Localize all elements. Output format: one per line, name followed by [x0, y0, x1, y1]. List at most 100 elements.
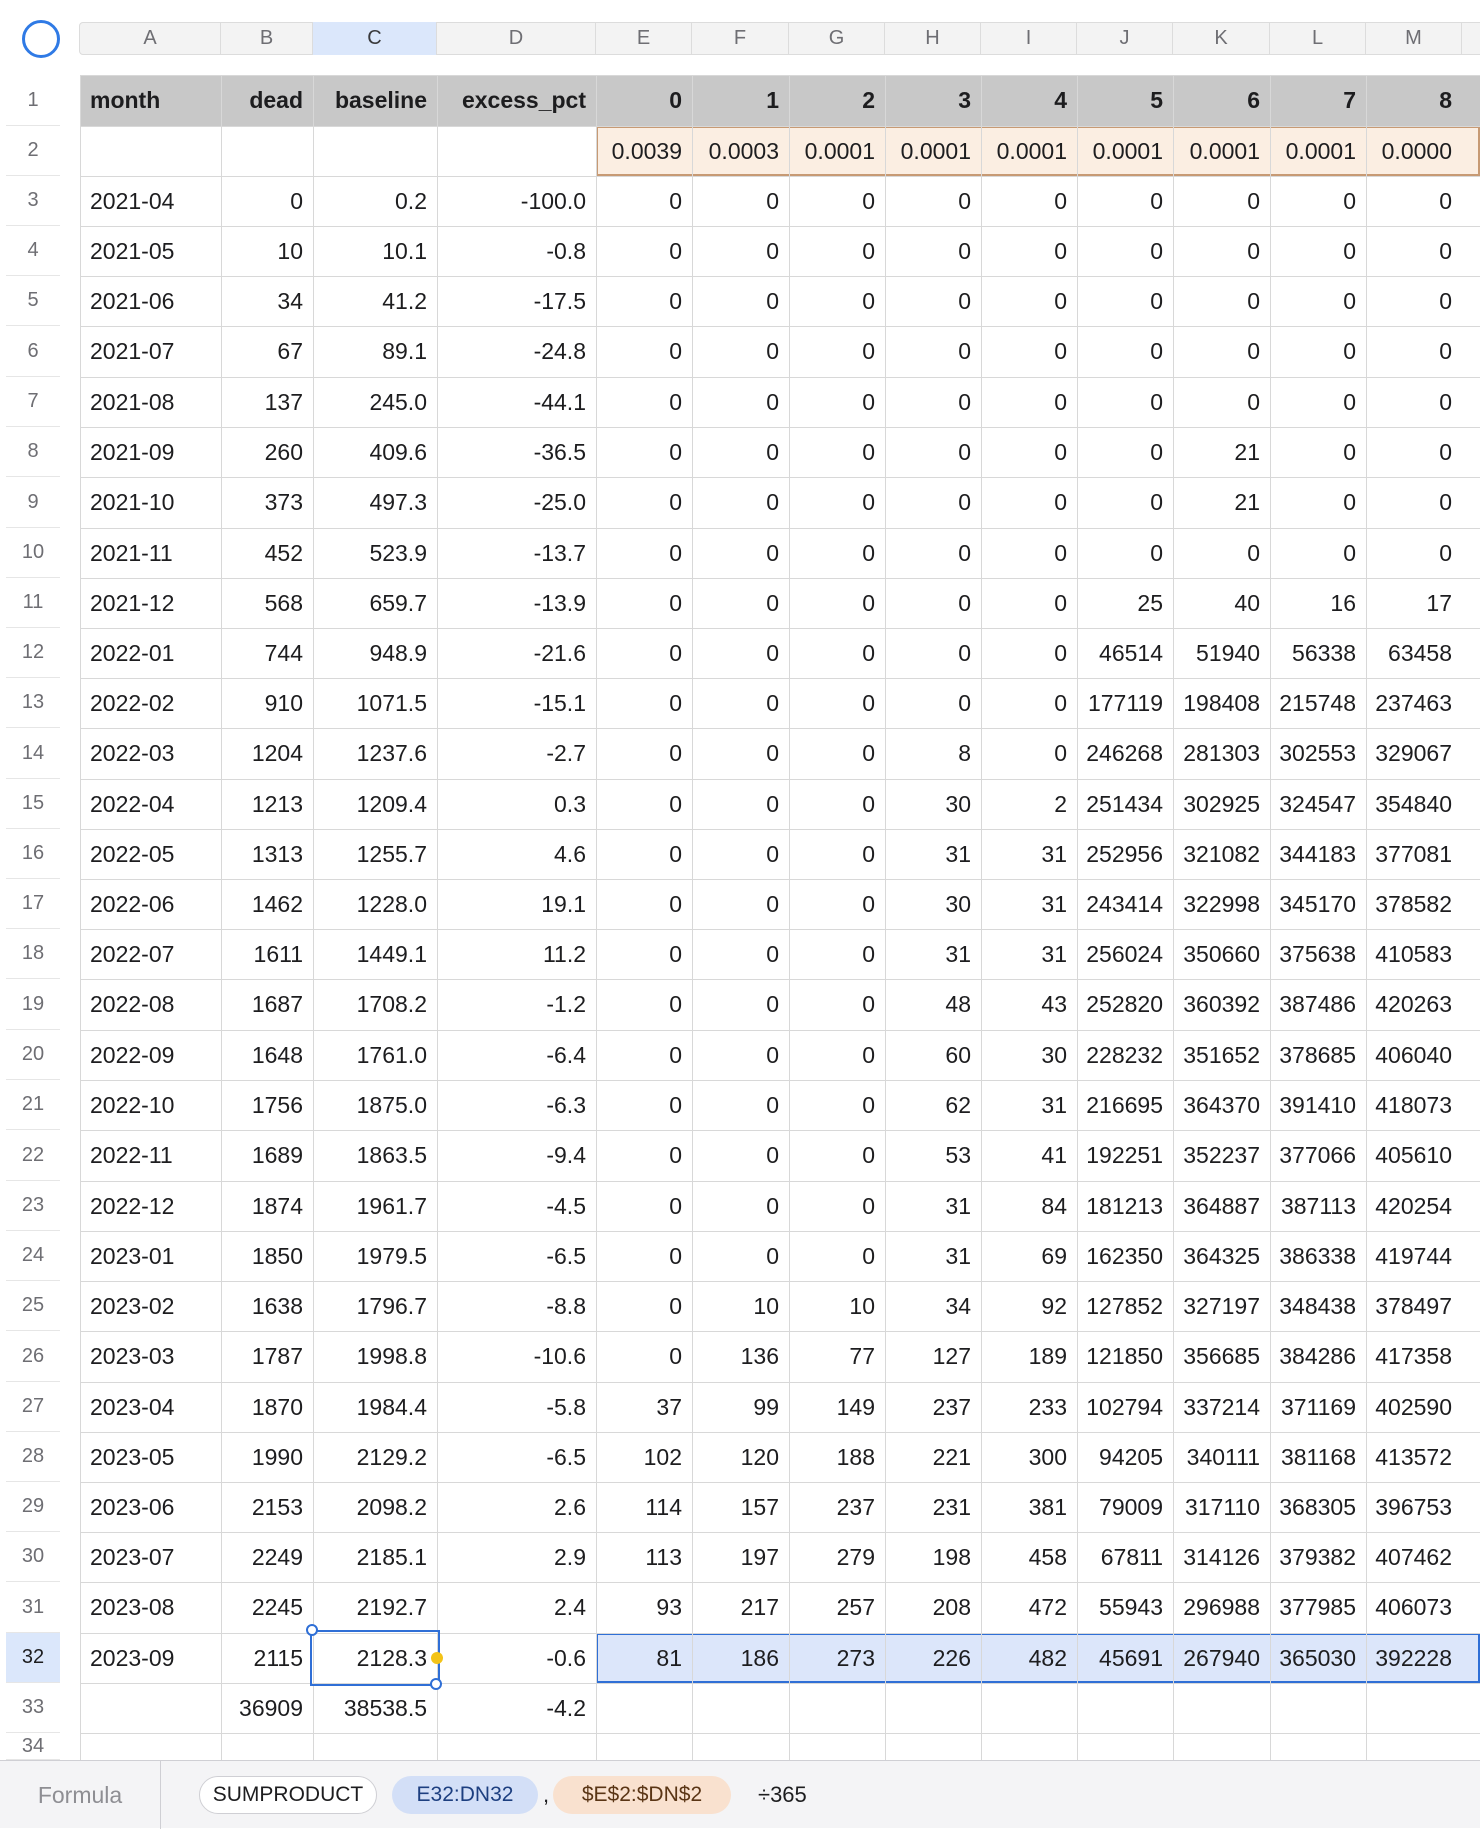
data-cell[interactable]: 31	[1041, 940, 1067, 967]
data-cell[interactable]: 350660	[1183, 940, 1260, 967]
data-cell[interactable]: -1.2	[546, 991, 586, 1017]
data-cell[interactable]: 406040	[1375, 1041, 1452, 1068]
data-cell[interactable]: 55943	[1099, 1594, 1163, 1620]
data-cell[interactable]: 2023-06	[90, 1493, 175, 1520]
data-cell[interactable]: 322998	[1183, 890, 1260, 917]
data-cell[interactable]: 0	[669, 991, 682, 1017]
data-cell[interactable]: 378685	[1279, 1041, 1356, 1068]
data-cell[interactable]: 0	[862, 639, 875, 666]
data-cell[interactable]: 157	[740, 1493, 779, 1520]
row-header-1[interactable]: 1	[6, 75, 60, 126]
data-cell[interactable]: 0	[1054, 338, 1067, 364]
data-cell[interactable]: 0	[1150, 237, 1163, 264]
data-cell[interactable]: 0	[862, 890, 875, 917]
data-cell[interactable]: 0	[1439, 489, 1452, 515]
data-cell[interactable]: 1875.0	[356, 1091, 427, 1118]
data-cell[interactable]: 0	[1343, 539, 1356, 566]
data-cell[interactable]: 0	[766, 940, 779, 967]
data-cell[interactable]: 405610	[1375, 1142, 1452, 1168]
weight-cell[interactable]: 0.0001	[900, 137, 971, 164]
data-cell[interactable]: 1761.0	[356, 1041, 427, 1068]
data-cell[interactable]: 0	[1247, 287, 1260, 314]
data-cell[interactable]: 381168	[1280, 1443, 1356, 1470]
data-cell[interactable]: 2023-09	[90, 1644, 175, 1671]
data-cell[interactable]: 0	[862, 940, 875, 967]
data-cell[interactable]: 0	[669, 890, 682, 917]
data-cell[interactable]: 181213	[1086, 1192, 1163, 1219]
data-cell[interactable]: 30	[945, 890, 971, 917]
weight-cell[interactable]: 0.0001	[1285, 137, 1356, 164]
header-cell[interactable]: 3	[958, 87, 971, 113]
data-cell[interactable]: 0	[669, 1242, 682, 1269]
header-cell[interactable]: 8	[1439, 87, 1452, 113]
header-cell[interactable]: baseline	[334, 87, 427, 113]
data-cell[interactable]: 1449.1	[356, 940, 427, 967]
data-cell[interactable]: 120	[740, 1443, 779, 1470]
data-cell[interactable]: 2192.7	[356, 1594, 427, 1620]
data-cell[interactable]: 1979.5	[356, 1242, 427, 1269]
data-cell[interactable]: 368305	[1279, 1493, 1356, 1520]
data-cell[interactable]: 420263	[1375, 991, 1452, 1017]
data-cell[interactable]: 356685	[1183, 1343, 1260, 1369]
data-cell[interactable]: 360392	[1183, 991, 1260, 1017]
data-cell[interactable]: -0.8	[546, 237, 586, 264]
data-cell[interactable]: 10	[849, 1292, 875, 1319]
data-cell[interactable]: -6.5	[546, 1242, 586, 1269]
data-cell[interactable]: 2022-10	[90, 1091, 175, 1118]
data-cell[interactable]: 327197	[1183, 1292, 1260, 1319]
data-cell[interactable]: 228232	[1086, 1041, 1163, 1068]
data-cell[interactable]: 30	[1041, 1041, 1067, 1068]
data-cell[interactable]: 43	[1041, 991, 1067, 1017]
data-cell[interactable]: 386338	[1279, 1242, 1356, 1269]
data-cell[interactable]: 472	[1028, 1594, 1067, 1620]
data-cell[interactable]: 0	[1150, 388, 1163, 415]
data-cell[interactable]: 51940	[1196, 639, 1260, 666]
data-cell[interactable]: 16	[1330, 589, 1356, 616]
row-header-3[interactable]: 3	[6, 176, 60, 226]
data-cell[interactable]: 0	[1343, 187, 1356, 214]
data-cell[interactable]: 17	[1426, 589, 1452, 616]
data-cell[interactable]: 373	[264, 489, 303, 515]
total-cell[interactable]: 38538.5	[343, 1694, 427, 1721]
data-cell[interactable]: -6.5	[546, 1443, 586, 1470]
data-cell[interactable]: 67	[277, 338, 303, 364]
data-cell[interactable]: 329067	[1375, 740, 1452, 766]
data-cell[interactable]: 2185.1	[356, 1543, 427, 1570]
data-cell[interactable]: 0	[1054, 438, 1067, 465]
data-cell[interactable]: 0	[862, 438, 875, 465]
data-cell[interactable]: 314126	[1183, 1543, 1260, 1570]
data-cell[interactable]: 31	[945, 940, 971, 967]
data-cell[interactable]: 2022-12	[90, 1192, 175, 1219]
function-token[interactable]: SUMPRODUCT	[199, 1776, 377, 1814]
data-cell[interactable]: 1689	[251, 1142, 303, 1168]
data-cell[interactable]: 0	[1439, 438, 1452, 465]
data-cell[interactable]: -17.5	[533, 287, 586, 314]
data-cell[interactable]: 2022-09	[90, 1041, 175, 1068]
data-cell[interactable]: 192251	[1086, 1142, 1163, 1168]
data-cell[interactable]: 0	[1054, 589, 1067, 616]
data-cell[interactable]: 0	[958, 438, 971, 465]
data-cell[interactable]: 1687	[251, 991, 303, 1017]
data-cell[interactable]: -100.0	[520, 187, 586, 214]
data-cell[interactable]: 34	[277, 287, 303, 314]
data-cell[interactable]: 1850	[251, 1242, 303, 1269]
data-cell[interactable]: 31	[945, 1242, 971, 1269]
column-header-a[interactable]: A	[80, 22, 221, 55]
weight-cell[interactable]	[313, 126, 437, 176]
data-cell[interactable]: 364887	[1183, 1192, 1260, 1219]
row-header-10[interactable]: 10	[6, 528, 60, 578]
data-cell[interactable]: 2098.2	[356, 1493, 427, 1520]
data-cell[interactable]: 0	[862, 840, 875, 867]
data-cell[interactable]: 94205	[1099, 1443, 1163, 1470]
data-cell[interactable]: 0	[766, 639, 779, 666]
column-header-i[interactable]: I	[981, 22, 1077, 55]
column-header-m[interactable]: M	[1366, 22, 1462, 55]
data-cell[interactable]: 0	[1054, 237, 1067, 264]
data-cell[interactable]: 0	[1054, 689, 1067, 716]
row-header-24[interactable]: 24	[6, 1231, 60, 1281]
data-cell[interactable]: 0	[862, 1142, 875, 1168]
data-cell[interactable]: 1228.0	[356, 890, 427, 917]
row-header-8[interactable]: 8	[6, 427, 60, 477]
data-cell[interactable]: 1462	[251, 890, 303, 917]
data-cell[interactable]: 136	[740, 1343, 779, 1369]
